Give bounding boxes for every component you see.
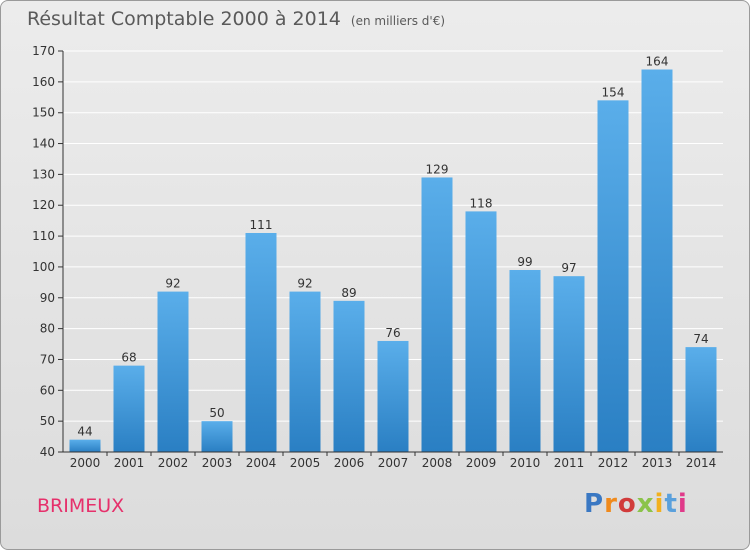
data-label-2007: 76 — [385, 326, 400, 340]
y-tick-label: 120 — [32, 198, 55, 212]
y-tick-label: 170 — [32, 44, 55, 58]
x-tick-label: 2010 — [510, 456, 541, 470]
x-tick-label: 2006 — [334, 456, 365, 470]
bar-2002 — [157, 291, 189, 452]
y-tick-label: 100 — [32, 260, 55, 274]
x-tick-label: 2012 — [598, 456, 629, 470]
x-tick-label: 2009 — [466, 456, 497, 470]
logo-letter: r — [604, 489, 618, 519]
bar-2007 — [377, 340, 409, 452]
logo-letter: i — [654, 489, 665, 519]
bar-2013 — [641, 69, 673, 452]
x-tick-label: 2003 — [202, 456, 233, 470]
x-tick-label: 2004 — [246, 456, 277, 470]
data-label-2005: 92 — [297, 277, 312, 291]
data-label-2011: 97 — [561, 261, 576, 275]
x-tick-label: 2001 — [114, 456, 145, 470]
bar-2010 — [509, 270, 541, 452]
data-label-2009: 118 — [470, 196, 493, 210]
x-tick-label: 2007 — [378, 456, 409, 470]
y-tick-label: 50 — [40, 414, 55, 428]
y-tick-label: 130 — [32, 167, 55, 181]
y-tick-label: 40 — [40, 445, 55, 459]
data-labels: 44 68 92 50 111 92 89 76 129 118 99 97 154 164 74 — [77, 55, 708, 439]
bar-2006 — [333, 300, 365, 452]
bar-2001 — [113, 365, 145, 452]
logo-letter: x — [636, 489, 655, 519]
x-axis-ticks: 2000 2001 2002 2003 2004 2005 2006 2007 2008 2009… — [70, 452, 717, 470]
bar-2011 — [553, 276, 585, 452]
data-label-2010: 99 — [517, 255, 532, 269]
data-label-2000: 44 — [77, 425, 92, 439]
data-label-2012: 154 — [602, 85, 625, 99]
y-tick-label: 60 — [40, 383, 55, 397]
data-label-2014: 74 — [693, 332, 708, 346]
chart-title-text: Résultat Comptable 2000 à 2014 — [27, 8, 341, 30]
y-tick-label: 140 — [32, 137, 55, 151]
data-label-2004: 111 — [250, 218, 273, 232]
commune-name: BRIMEUX — [37, 495, 125, 517]
x-tick-label: 2005 — [290, 456, 321, 470]
axes — [62, 51, 723, 453]
proxiti-logo: Proxiti — [584, 489, 688, 519]
data-label-2002: 92 — [165, 277, 180, 291]
chart-title: Résultat Comptable 2000 à 2014 (en millie… — [27, 8, 445, 30]
chart-subtitle: (en milliers d'€) — [350, 14, 446, 28]
y-tick-label: 110 — [32, 229, 55, 243]
x-tick-label: 2014 — [686, 456, 717, 470]
bars — [69, 69, 717, 452]
logo-letter: t — [664, 489, 678, 519]
y-tick-label: 80 — [40, 322, 55, 336]
y-tick-label: 160 — [32, 75, 55, 89]
bar-2000 — [69, 439, 101, 452]
data-label-2001: 68 — [121, 351, 136, 365]
y-tick-label: 90 — [40, 291, 55, 305]
bar-2014 — [685, 347, 717, 452]
bar-2004 — [245, 232, 277, 452]
data-label-2013: 164 — [646, 55, 669, 69]
y-tick-label: 150 — [32, 106, 55, 120]
x-tick-label: 2008 — [422, 456, 453, 470]
bar-2003 — [201, 421, 233, 452]
x-tick-label: 2013 — [642, 456, 673, 470]
y-tick-label: 70 — [40, 352, 55, 366]
bar-2012 — [597, 100, 629, 452]
bar-2005 — [289, 291, 321, 452]
x-tick-label: 2011 — [554, 456, 585, 470]
data-label-2008: 129 — [426, 162, 449, 176]
bar-2008 — [421, 177, 453, 452]
x-tick-label: 2002 — [158, 456, 189, 470]
y-axis-ticks: 40 50 60 70 80 90 100 110 120 130 140 150 160 170 — [32, 44, 63, 459]
data-label-2006: 89 — [341, 286, 356, 300]
x-tick-label: 2000 — [70, 456, 101, 470]
data-label-2003: 50 — [209, 406, 224, 420]
bar-2009 — [465, 211, 497, 452]
logo-letter: o — [617, 489, 637, 519]
logo-letter: P — [584, 489, 605, 519]
logo-letter: i — [677, 489, 688, 519]
